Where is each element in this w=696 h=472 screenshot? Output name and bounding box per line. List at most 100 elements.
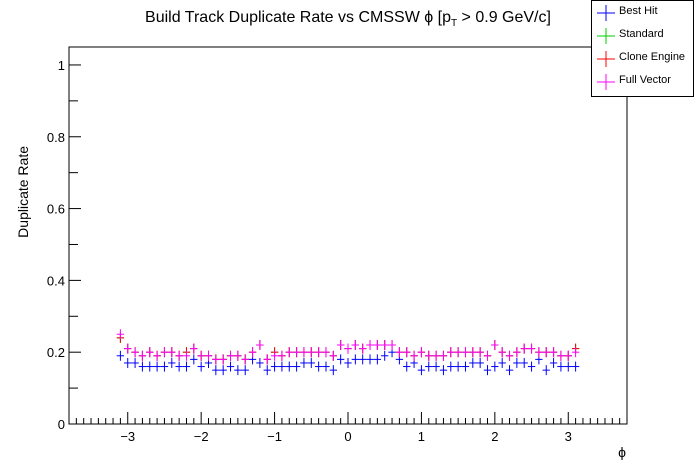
data-point xyxy=(344,357,352,368)
legend-label: Standard xyxy=(619,28,664,40)
data-point xyxy=(219,365,227,376)
data-point xyxy=(153,350,161,361)
y-tick-label: 0.4 xyxy=(47,273,65,288)
chart-title-subscript: T xyxy=(451,18,457,29)
data-point xyxy=(447,361,455,372)
chart-title: Build Track Duplicate Rate vs CMSSW ϕ [p… xyxy=(145,9,551,29)
x-tick-label: −1 xyxy=(267,429,282,444)
data-point xyxy=(168,347,176,358)
data-point xyxy=(527,361,536,372)
data-point xyxy=(542,347,550,358)
x-tick-label: 3 xyxy=(565,429,572,444)
data-point xyxy=(322,347,330,358)
data-point xyxy=(197,361,205,372)
data-point xyxy=(146,347,154,358)
data-point xyxy=(461,361,470,372)
data-point xyxy=(454,347,462,358)
data-point xyxy=(557,350,565,361)
data-point xyxy=(571,361,580,372)
data-point xyxy=(483,350,492,361)
data-point xyxy=(564,361,572,372)
data-point xyxy=(549,357,558,368)
legend-label: Clone Engine xyxy=(619,51,686,63)
legend-label: Full Vector xyxy=(619,74,671,86)
data-point xyxy=(491,340,499,351)
data-point xyxy=(432,361,440,372)
data-point xyxy=(447,347,455,358)
data-point xyxy=(564,350,572,361)
chart-title-main: Build Track Duplicate Rate vs CMSSW ϕ [p xyxy=(145,9,451,26)
legend-label: Best Hit xyxy=(619,5,658,17)
data-point xyxy=(219,354,227,365)
data-point xyxy=(248,347,257,358)
data-point xyxy=(542,365,550,376)
data-point xyxy=(359,354,367,365)
data-point xyxy=(432,350,440,361)
data-point xyxy=(417,347,426,358)
data-point xyxy=(263,365,271,376)
data-point xyxy=(366,354,374,365)
data-point xyxy=(182,361,191,372)
data-point xyxy=(300,347,308,358)
data-point xyxy=(131,347,139,358)
data-point xyxy=(454,361,462,372)
data-point xyxy=(131,357,139,368)
data-point xyxy=(439,365,448,376)
data-point xyxy=(124,357,132,368)
data-point xyxy=(527,343,536,354)
data-point xyxy=(336,354,345,365)
data-point xyxy=(263,354,271,365)
data-point xyxy=(138,350,147,361)
data-point xyxy=(381,340,389,351)
data-point xyxy=(226,361,235,372)
data-point xyxy=(505,350,514,361)
data-point xyxy=(403,347,411,358)
data-point xyxy=(270,350,279,361)
data-point xyxy=(182,350,191,361)
data-point xyxy=(241,354,249,365)
data-point xyxy=(366,340,374,351)
data-point xyxy=(153,361,161,372)
legend-marker-icon xyxy=(597,51,615,67)
data-point xyxy=(469,357,477,368)
x-tick-label: 2 xyxy=(491,429,498,444)
y-tick-label: 0.6 xyxy=(47,202,65,217)
data-point xyxy=(498,347,506,358)
data-point xyxy=(190,354,198,365)
data-point xyxy=(168,357,176,368)
data-point xyxy=(520,357,528,368)
x-tick-label: 1 xyxy=(418,429,425,444)
data-point xyxy=(278,361,286,372)
data-point xyxy=(336,340,345,351)
data-point xyxy=(491,361,499,372)
data-point xyxy=(373,340,382,351)
legend-marker-icon xyxy=(597,28,615,44)
data-point xyxy=(359,343,367,354)
data-point xyxy=(270,361,279,372)
y-tick-label: 0.8 xyxy=(47,130,65,145)
y-tick-label: 0.2 xyxy=(47,345,65,360)
data-point xyxy=(300,357,308,368)
data-point xyxy=(549,347,558,358)
data-point xyxy=(557,361,565,372)
axis-tick-labels: −3 −2 −1 0 1 2 3 0 0.2 0.4 0.6 0.8 1 xyxy=(47,58,572,444)
x-tick-label: −2 xyxy=(194,429,209,444)
data-point xyxy=(476,357,484,368)
data-point xyxy=(461,347,470,358)
data-point xyxy=(292,361,301,372)
data-point xyxy=(535,347,543,358)
data-point xyxy=(146,361,154,372)
data-point xyxy=(344,343,352,354)
data-point xyxy=(256,340,264,351)
data-point xyxy=(160,361,169,372)
data-point xyxy=(190,343,198,354)
legend-entry-standard: Standard xyxy=(592,25,695,47)
data-point xyxy=(425,361,433,372)
data-point xyxy=(314,347,323,358)
data-point xyxy=(439,350,448,361)
data-point xyxy=(351,354,360,365)
data-point xyxy=(395,347,404,358)
legend-entry-best-hit: Best Hit xyxy=(592,2,695,24)
data-point xyxy=(197,350,205,361)
